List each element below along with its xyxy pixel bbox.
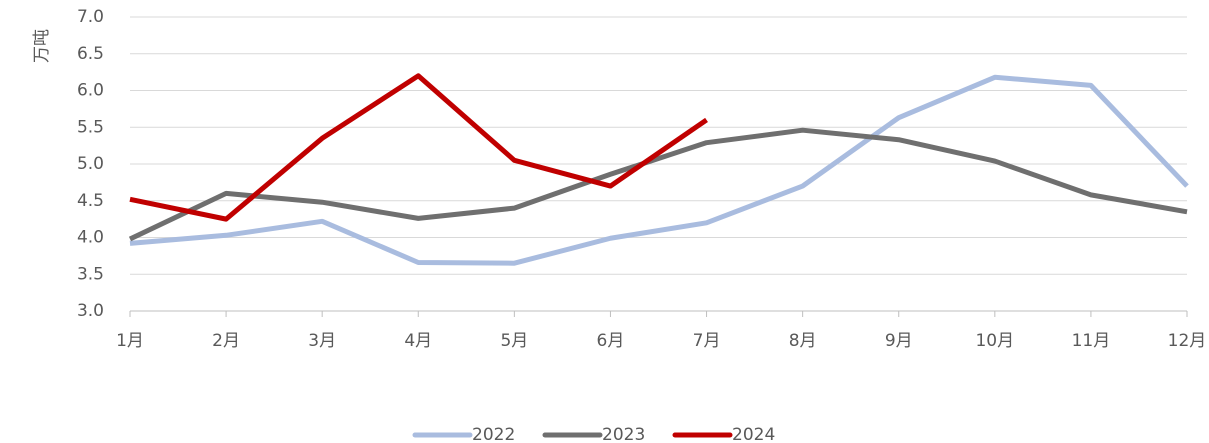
y-tick-label: 3.0 <box>77 301 104 321</box>
legend-label: 2022 <box>472 425 515 443</box>
series-line <box>129 73 708 222</box>
legend-label: 2024 <box>732 425 775 443</box>
x-tick-label: 2月 <box>212 331 240 351</box>
legend-label: 2023 <box>602 425 645 443</box>
y-tick-label: 7.0 <box>77 7 104 27</box>
y-axis-label: 万吨 <box>32 29 52 63</box>
series-line <box>129 74 1189 266</box>
y-tick-label: 4.5 <box>77 191 104 211</box>
y-tick-label: 6.0 <box>77 81 104 101</box>
x-tick-label: 5月 <box>500 331 528 351</box>
series-line <box>128 127 1188 242</box>
x-tick-label: 7月 <box>693 331 721 351</box>
x-tick-label: 1月 <box>116 331 144 351</box>
x-tick-label: 6月 <box>597 331 625 351</box>
x-tick-label: 4月 <box>404 331 432 351</box>
x-tick-label: 10月 <box>975 331 1014 351</box>
y-tick-label: 5.5 <box>77 117 104 137</box>
y-tick-label: 3.5 <box>77 264 104 284</box>
x-tick-label: 11月 <box>1072 331 1111 351</box>
y-tick-label: 6.5 <box>77 44 104 64</box>
y-tick-label: 5.0 <box>77 154 104 174</box>
x-tick-label: 3月 <box>308 331 336 351</box>
x-tick-label: 9月 <box>885 331 913 351</box>
x-tick-label: 8月 <box>789 331 817 351</box>
y-tick-label: 4.0 <box>77 228 104 248</box>
x-tick-label: 12月 <box>1168 331 1207 351</box>
